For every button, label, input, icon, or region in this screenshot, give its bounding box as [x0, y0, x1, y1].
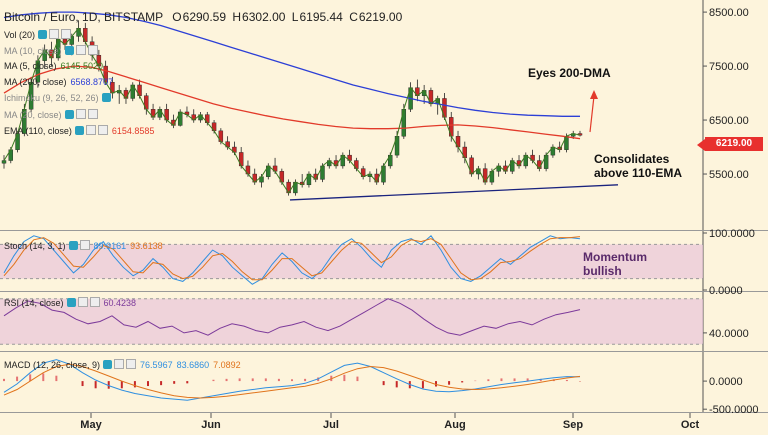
- rsi-legend[interactable]: RSI (14, close) 60.4238: [4, 297, 136, 309]
- ma5-line: [3, 27, 581, 194]
- annotation-bullish: bullish: [583, 264, 622, 278]
- rsi-line: [3, 298, 581, 336]
- macd-legend[interactable]: MACD (12, 26, close, 9) 76.5967 83.6860 7.0…: [4, 359, 241, 371]
- close-icon[interactable]: [87, 45, 98, 55]
- stoch-legend[interactable]: Stoch (14, 3, 1) 89.9161 93.6138: [4, 240, 163, 252]
- settings-icon[interactable]: [49, 29, 60, 39]
- settings-icon[interactable]: [75, 45, 86, 55]
- time-tick-label-may: May: [80, 419, 102, 431]
- ichimoku-label: Ichimoku (9, 26, 52, 26): [4, 93, 99, 103]
- candle-body: [1, 160, 7, 164]
- open-value: 6290.59: [182, 10, 227, 24]
- macd-value: 76.5967: [140, 360, 173, 370]
- ema110-label: EMA (110, close): [4, 126, 72, 136]
- close-icon[interactable]: [89, 297, 100, 307]
- price-tick-label: 5500.00: [709, 169, 749, 181]
- ma200-line: [3, 11, 580, 117]
- symbol-title: Bitcoin / Euro, 1D, BITSTAMP: [4, 10, 163, 24]
- osc-tick-label: 0.0000: [709, 376, 743, 388]
- ma200-legend[interactable]: MA (200, close) 6568.8707: [4, 77, 113, 88]
- ema110-value: 6154.8585: [111, 126, 155, 136]
- ma200-label: MA (200, close): [4, 77, 67, 87]
- stoch-label: Stoch (14, 3, 1): [4, 241, 66, 251]
- price-tick-label: 6500.00: [709, 115, 749, 127]
- high-value: 6302.00: [242, 10, 286, 24]
- eye-icon[interactable]: [74, 126, 84, 135]
- price-tag-arrow: [697, 139, 705, 151]
- osc-tick-label: 0.0000: [709, 285, 743, 297]
- annotation-consolidates: Consolidates: [594, 152, 670, 166]
- ichimoku-legend[interactable]: Ichimoku (9, 26, 52, 26): [4, 93, 111, 104]
- oscillator-band: [0, 298, 703, 345]
- vol-legend[interactable]: Vol (20): [4, 29, 72, 41]
- settings-icon[interactable]: [79, 240, 90, 250]
- ma5-value: 6145.5020: [60, 61, 104, 71]
- time-tick-label-oct: Oct: [681, 419, 700, 431]
- osc-tick-label: 100.0000: [709, 228, 755, 240]
- osc-tick-label: 40.0000: [709, 328, 749, 340]
- open-label: O: [172, 10, 182, 24]
- close-label: C: [349, 10, 358, 24]
- low-value: 6195.44: [299, 10, 343, 24]
- oscillator-band: [0, 244, 703, 279]
- last-price-tag: 6219.00: [705, 137, 763, 151]
- stoch-k-value: 89.9161: [93, 241, 127, 251]
- close-value: 6219.00: [358, 10, 403, 24]
- settings-icon[interactable]: [75, 109, 86, 119]
- low-label: L: [291, 10, 299, 24]
- eye-icon[interactable]: [64, 46, 74, 55]
- arrow-shaft: [589, 95, 595, 133]
- macd-line: [3, 359, 581, 401]
- close-icon[interactable]: [97, 125, 108, 135]
- ma10-label: MA (10, close): [4, 46, 62, 56]
- high-label: H: [232, 10, 242, 24]
- signal-value: 83.6860: [176, 360, 210, 370]
- arrow-head: [590, 90, 598, 99]
- close-icon[interactable]: [87, 109, 98, 119]
- eye-icon[interactable]: [103, 360, 113, 369]
- settings-icon[interactable]: [77, 297, 88, 307]
- rsi-label: RSI (14, close): [4, 298, 64, 308]
- ma20-legend[interactable]: MA (20, close): [4, 109, 98, 121]
- ma5-label: MA (5, close): [4, 61, 57, 71]
- ma5-legend[interactable]: MA (5, close) 6145.5020: [4, 61, 103, 72]
- macd-label: MACD (12, 26, close, 9): [4, 360, 101, 370]
- eye-icon[interactable]: [38, 30, 48, 39]
- ema110-legend[interactable]: EMA (110, close) 6154.8585: [4, 125, 154, 137]
- chart-header: Bitcoin / Euro, 1D, BITSTAMP O6290.59 H6…: [4, 10, 402, 24]
- eye-icon[interactable]: [68, 241, 78, 250]
- ma10-legend[interactable]: MA (10, close): [4, 45, 98, 57]
- time-tick-label-jul: Jul: [323, 419, 339, 431]
- stoch-d-value: 93.6138: [130, 241, 163, 251]
- stoch-k-line: [3, 235, 581, 285]
- eye-icon[interactable]: [101, 93, 111, 102]
- annotation-above-ema: above 110-EMA: [594, 166, 683, 180]
- annotation-momentum: Momentum: [583, 250, 647, 264]
- support-trendline: [289, 184, 619, 201]
- stoch-d-line: [3, 236, 581, 281]
- eye-icon[interactable]: [64, 110, 74, 119]
- close-icon[interactable]: [61, 29, 72, 39]
- hist-value: 7.0892: [213, 360, 241, 370]
- ma200-value: 6568.8707: [70, 77, 114, 87]
- time-tick-label-jun: Jun: [201, 419, 221, 431]
- vol-label: Vol (20): [4, 30, 36, 40]
- annotation-eyes-200dma: Eyes 200-DMA: [528, 66, 611, 80]
- signal-line: [3, 363, 581, 399]
- eye-icon[interactable]: [66, 298, 76, 307]
- close-icon[interactable]: [126, 359, 137, 369]
- osc-tick-label: -500.0000: [709, 404, 759, 416]
- time-tick-label-aug: Aug: [444, 419, 465, 431]
- price-tick-label: 8500.00: [709, 7, 749, 19]
- ma20-label: MA (20, close): [4, 110, 62, 120]
- settings-icon[interactable]: [85, 125, 96, 135]
- rsi-value: 60.4238: [103, 298, 137, 308]
- settings-icon[interactable]: [114, 359, 125, 369]
- price-tick-label: 7500.00: [709, 61, 749, 73]
- time-tick-label-sep: Sep: [563, 419, 583, 431]
